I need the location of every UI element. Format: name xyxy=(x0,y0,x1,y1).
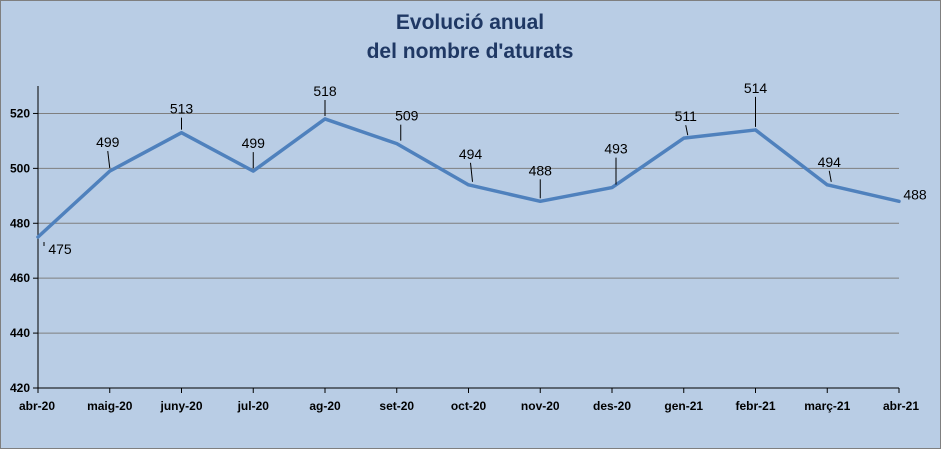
x-tick-label: maig-20 xyxy=(87,399,133,413)
series-line xyxy=(36,117,901,239)
data-label: 511 xyxy=(675,108,698,124)
y-tick-label: 520 xyxy=(10,106,30,120)
data-label: 494 xyxy=(459,146,483,162)
x-tick-label: gen-21 xyxy=(664,399,703,413)
data-label: 488 xyxy=(529,162,553,178)
x-tick-label: des-20 xyxy=(593,399,631,413)
data-label: 509 xyxy=(395,108,419,124)
x-tick-label: març-21 xyxy=(804,399,850,413)
data-label: 488 xyxy=(903,186,927,202)
data-label: 499 xyxy=(96,134,120,150)
x-tick-label: juny-20 xyxy=(159,399,202,413)
x-tick-label: nov-20 xyxy=(521,399,560,413)
y-tick-label: 440 xyxy=(10,326,30,340)
data-label: 475 xyxy=(48,241,72,257)
chart-title-line-1: Evolució anual xyxy=(396,11,544,34)
data-label: 514 xyxy=(744,80,768,96)
x-tick-label: abr-20 xyxy=(19,399,55,413)
data-label-leader xyxy=(685,125,689,136)
data-label: 499 xyxy=(242,135,266,151)
data-label-leader xyxy=(107,151,111,169)
data-label: 493 xyxy=(604,141,628,157)
data-label: 513 xyxy=(170,101,194,117)
data-label: 518 xyxy=(313,83,337,99)
y-tick-label: 420 xyxy=(10,381,30,395)
data-label-leader xyxy=(470,162,473,182)
y-tick-label: 500 xyxy=(10,161,30,175)
series xyxy=(36,117,901,239)
x-tick-labels: abr-20 maig-20 juny-20 jul-20 ag-20 set-20 oct… xyxy=(19,399,919,413)
x-tick-label: oct-20 xyxy=(451,399,487,413)
gridlines xyxy=(38,112,899,334)
x-tick-label: febr-21 xyxy=(735,399,775,413)
y-tick-labels: 420 440 460 480 500 520 xyxy=(10,106,30,395)
x-tick-label: ag-20 xyxy=(309,399,341,413)
x-tick-label: abr-21 xyxy=(883,399,919,413)
data-label: 494 xyxy=(818,154,842,170)
y-tick-label: 480 xyxy=(10,216,30,230)
x-tick-label: jul-20 xyxy=(237,399,270,413)
y-tick-label: 460 xyxy=(10,271,30,285)
chart-title-line-2: del nombre d'aturats xyxy=(367,40,574,63)
axes xyxy=(33,86,900,393)
data-label-leader xyxy=(828,170,832,182)
data-labels: 475 499 513 499 518 509 494 488 493 511 514 494 488 xyxy=(43,80,927,257)
x-tick-label: set-20 xyxy=(379,399,414,413)
